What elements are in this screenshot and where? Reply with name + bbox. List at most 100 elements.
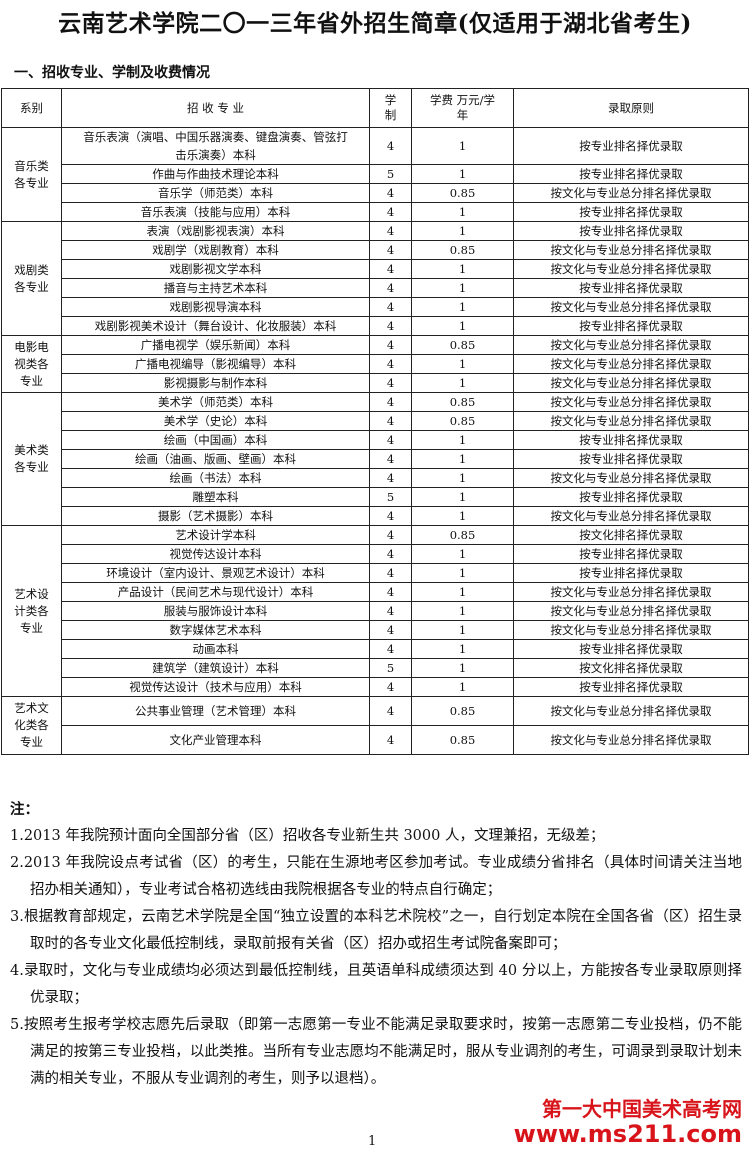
major-cell: 广播电视编导（影视编导）本科 (61, 354, 370, 374)
years-cell: 4 (369, 696, 412, 726)
watermark-url: www.ms211.com (513, 1120, 742, 1148)
principle-cell: 按文化与专业总分排名择优录取 (513, 240, 749, 260)
table-row: 动画本科 4 1 按专业排名择优录取 (2, 639, 749, 659)
principle-cell: 按文化与专业总分排名择优录取 (513, 411, 749, 431)
fee-cell: 1 (411, 506, 514, 526)
fee-cell: 1 (411, 278, 514, 298)
table-row: 数字媒体艺术本科 4 1 按文化与专业总分排名择优录取 (2, 620, 749, 640)
table-row: 雕塑本科 5 1 按专业排名择优录取 (2, 487, 749, 507)
years-cell: 4 (369, 639, 412, 659)
page-number: 1 (368, 1134, 377, 1149)
table-row: 绘画（书法）本科 4 1 按文化与专业总分排名择优录取 (2, 468, 749, 488)
years-cell: 4 (369, 373, 412, 393)
table-body: 音乐类各专业 音乐表演（演唱、中国乐器演奏、键盘演奏、管弦打击乐演奏）本科 4 1 按专… (1, 127, 749, 755)
major-cell: 服装与服饰设计本科 (61, 601, 370, 621)
years-cell: 4 (369, 183, 412, 203)
fee-cell: 0.85 (411, 411, 514, 431)
header-row: 系别 招 收 专 业 学制 学费 万元/学年 录取原则 (1, 88, 749, 128)
years-cell: 4 (369, 411, 412, 431)
major-cell: 戏剧学（戏剧教育）本科 (61, 240, 370, 260)
years-cell: 4 (369, 335, 412, 355)
table-row: 播音与主持艺术本科 4 1 按专业排名择优录取 (2, 278, 749, 298)
table-row: 环境设计（室内设计、景观艺术设计）本科 4 1 按专业排名择优录取 (2, 563, 749, 583)
principle-cell: 按文化与专业总分排名择优录取 (513, 601, 749, 621)
major-cell: 绘画（中国画）本科 (61, 430, 370, 450)
table-row: 艺术文化类各专业 公共事业管理（艺术管理）本科 4 0.85 按文化与专业总分排名择优录… (1, 696, 749, 755)
watermark-name: 第一大中国美术高考网 (542, 1097, 742, 1121)
major-cell: 音乐表演（技能与应用）本科 (61, 202, 370, 222)
major-cell: 戏剧影视导演本科 (61, 297, 370, 317)
years-cell: 4 (369, 620, 412, 640)
table-row: 美术类各专业 美术学（师范类）本科 4 0.85 按文化与专业总分排名择优录取 (1, 392, 749, 526)
fee-cell: 0.85 (411, 183, 514, 203)
major-cell: 视觉传达设计（技术与应用）本科 (61, 677, 370, 697)
principle-cell: 按专业排名择优录取 (513, 316, 749, 336)
principle-cell: 按文化与专业总分排名择优录取 (513, 506, 749, 526)
principle-cell: 按文化与专业总分排名择优录取 (513, 297, 749, 317)
principle-cell: 按文化与专业总分排名择优录取 (513, 582, 749, 602)
principle-cell: 按文化与专业总分排名择优录取 (513, 183, 749, 203)
years-cell: 5 (369, 487, 412, 507)
principle-cell: 按专业排名择优录取 (513, 563, 749, 583)
major-cell: 艺术设计学本科 (61, 525, 370, 545)
title: 云南艺术学院二〇一三年省外招生简章(仅适用于湖北省考生) (58, 10, 692, 37)
major-cell: 广播电视学（娱乐新闻）本科 (61, 335, 370, 355)
table-row: 产品设计（民间艺术与现代设计）本科 4 1 按文化与专业总分排名择优录取 (2, 582, 749, 602)
fee-cell: 1 (411, 430, 514, 450)
table-row: 戏剧学（戏剧教育）本科 4 0.85 按文化与专业总分排名择优录取 (2, 240, 749, 260)
note-item: 1.2013 年我院预计面向全国部分省（区）招收各专业新生共 3000 人，文理… (10, 828, 605, 844)
principle-cell: 按文化排名择优录取 (513, 525, 749, 545)
major-cell: 摄影（艺术摄影）本科 (61, 506, 370, 526)
dept-cell: 电影电视类各专业 (1, 335, 62, 393)
fee-cell: 1 (411, 354, 514, 374)
years-cell: 4 (369, 525, 412, 545)
major-cell: 音乐学（师范类）本科 (61, 183, 370, 203)
header-cell: 录取原则 (513, 88, 749, 128)
major-cell: 文化产业管理本科 (61, 725, 370, 755)
principle-cell: 按文化与专业总分排名择优录取 (513, 259, 749, 279)
fee-cell: 1 (411, 127, 514, 165)
years-cell: 4 (369, 506, 412, 526)
principle-cell: 按专业排名择优录取 (513, 127, 749, 165)
principle-cell: 按专业排名择优录取 (513, 278, 749, 298)
fee-cell: 1 (411, 202, 514, 222)
years-cell: 4 (369, 354, 412, 374)
fee-cell: 1 (411, 373, 514, 393)
major-cell: 表演（戏剧影视表演）本科 (61, 221, 370, 241)
major-cell: 作曲与作曲技术理论本科 (61, 164, 370, 184)
major-cell: 建筑学（建筑设计）本科 (61, 658, 370, 678)
dept-cell: 音乐类各专业 (1, 127, 62, 222)
principle-cell: 按专业排名择优录取 (513, 449, 749, 469)
principle-cell: 按文化与专业总分排名择优录取 (513, 335, 749, 355)
table-row: 摄影（艺术摄影）本科 4 1 按文化与专业总分排名择优录取 (2, 506, 749, 526)
fee-cell: 1 (411, 487, 514, 507)
principle-cell: 按专业排名择优录取 (513, 164, 749, 184)
principle-cell: 按文化排名择优录取 (513, 658, 749, 678)
fee-cell: 1 (411, 563, 514, 583)
major-cell: 数字媒体艺术本科 (61, 620, 370, 640)
years-cell: 4 (369, 677, 412, 697)
fee-cell: 0.85 (411, 696, 514, 726)
years-cell: 4 (369, 544, 412, 564)
major-cell: 播音与主持艺术本科 (61, 278, 370, 298)
years-cell: 4 (369, 240, 412, 260)
table-row: 文化产业管理本科 4 0.85 按文化与专业总分排名择优录取 (2, 725, 749, 755)
years-cell: 4 (369, 582, 412, 602)
principle-cell: 按文化与专业总分排名择优录取 (513, 373, 749, 393)
table-row: 广播电视编导（影视编导）本科 4 1 按文化与专业总分排名择优录取 (2, 354, 749, 374)
years-cell: 4 (369, 127, 412, 165)
major-cell: 戏剧影视美术设计（舞台设计、化妆服装）本科 (61, 316, 370, 336)
major-cell: 美术学（师范类）本科 (61, 392, 370, 412)
table-row: 戏剧影视导演本科 4 1 按文化与专业总分排名择优录取 (2, 297, 749, 317)
table-row: 音乐类各专业 音乐表演（演唱、中国乐器演奏、键盘演奏、管弦打击乐演奏）本科 4 1 按专… (1, 127, 749, 222)
major-cell: 美术学（史论）本科 (61, 411, 370, 431)
principle-cell: 按文化与专业总分排名择优录取 (513, 354, 749, 374)
dept-cell: 戏剧类各专业 (1, 221, 62, 336)
table-row: 作曲与作曲技术理论本科 5 1 按专业排名择优录取 (2, 164, 749, 184)
years-cell: 5 (369, 658, 412, 678)
table-row: 戏剧影视文学本科 4 1 按文化与专业总分排名择优录取 (2, 259, 749, 279)
dept-cell: 艺术文化类各专业 (1, 696, 62, 755)
major-cell: 绘画（油画、版画、壁画）本科 (61, 449, 370, 469)
fee-cell: 1 (411, 544, 514, 564)
